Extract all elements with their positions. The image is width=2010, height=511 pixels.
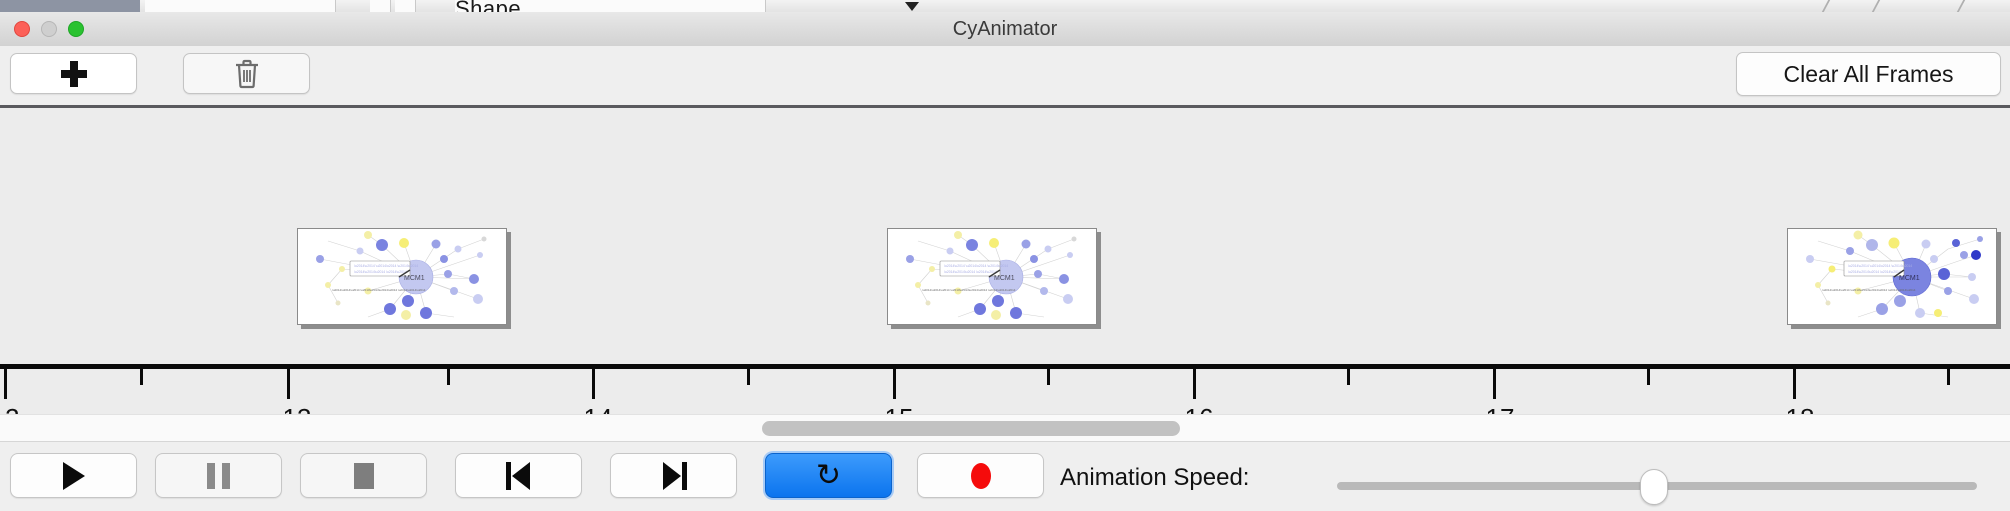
- stop-icon: [353, 462, 374, 489]
- axis-tick-minor: [1347, 369, 1350, 385]
- axis-label-14: 14: [584, 403, 613, 414]
- background-selected-tab: [0, 0, 140, 12]
- playback-control-bar: ↻ Animation Speed:: [0, 441, 2010, 511]
- zoom-button[interactable]: [68, 21, 84, 37]
- background-window-label: Shape: [455, 0, 522, 13]
- background-tab: [145, 0, 336, 12]
- background-divider: [1871, 0, 1903, 12]
- axis-tick-major: [287, 369, 290, 399]
- timeline-frame-thumbnail[interactable]: \u2014\u2014 \u2014\u2014 \u2014\u2014 \…: [887, 228, 1097, 325]
- timeline-frame-thumbnail[interactable]: \u2014\u2014 \u2014\u2014 \u2014\u2014 \…: [297, 228, 507, 325]
- skip-forward-icon: [659, 461, 689, 490]
- record-icon: [970, 462, 991, 489]
- traffic-light-group: [14, 21, 84, 37]
- network-preview: \u2014\u2014 \u2014\u2014 \u2014\u2014 \…: [316, 231, 487, 320]
- axis-tick-minor: [1947, 369, 1950, 385]
- play-button[interactable]: [10, 453, 137, 498]
- skip-back-icon: [504, 461, 534, 490]
- axis-label-18: 18: [1786, 403, 1815, 414]
- background-window-strip: Shape: [0, 0, 2010, 13]
- background-tab: [395, 0, 416, 12]
- clear-all-frames-label: Clear All Frames: [1783, 60, 1954, 87]
- axis-tick-major: [592, 369, 595, 399]
- title-bar[interactable]: CyAnimator: [0, 12, 2010, 47]
- timeline-axis: [0, 364, 2010, 369]
- axis-tick-major: [4, 369, 7, 399]
- add-frame-button[interactable]: [10, 53, 137, 94]
- svg-text:\u2014\u2014 \u2014\u2014 \u20: \u2014\u2014 \u2014\u2014 \u2014\u2014: [354, 264, 418, 268]
- skip-back-button[interactable]: [455, 453, 582, 498]
- svg-text:\u2014\u2014 \u2014\u2014 \u20: \u2014\u2014 \u2014\u2014 \u2014\u2014: [944, 264, 1008, 268]
- axis-label-16: 16: [1185, 403, 1214, 414]
- pause-button[interactable]: [155, 453, 282, 498]
- axis-tick-major: [1493, 369, 1496, 399]
- svg-text:\u2014\u2014\u2014 \u2014\u201: \u2014\u2014\u2014 \u2014\u2014\u2014\u2…: [332, 288, 426, 292]
- record-button[interactable]: [917, 453, 1044, 498]
- background-divider: [1821, 0, 1853, 12]
- play-icon: [62, 461, 85, 490]
- svg-text:\u2014\u2014\u2014 \u2014\u201: \u2014\u2014\u2014 \u2014\u2014: [354, 270, 407, 274]
- axis-tick-minor: [447, 369, 450, 385]
- frame-toolbar: Clear All Frames: [0, 46, 2010, 108]
- stop-button[interactable]: [300, 453, 427, 498]
- clear-all-frames-button[interactable]: Clear All Frames: [1736, 52, 2001, 96]
- axis-tick-minor: [1647, 369, 1650, 385]
- close-button[interactable]: [14, 21, 30, 37]
- network-preview: \u2014\u2014 \u2014\u2014 \u2014\u2014 \…: [906, 231, 1077, 320]
- axis-label-13: 13: [283, 403, 312, 414]
- loop-button[interactable]: ↻: [765, 453, 892, 498]
- window-title: CyAnimator: [952, 18, 1058, 40]
- axis-tick-major: [893, 369, 896, 399]
- svg-text:\u2014\u2014\u2014 \u2014\u201: \u2014\u2014\u2014 \u2014\u2014\u2014\u2…: [922, 288, 1016, 292]
- background-divider: [1956, 0, 1988, 12]
- pause-icon: [207, 462, 230, 489]
- timeline-frame-thumbnail[interactable]: \u2014\u2014 \u2014\u2014 \u2014\u2014 \…: [1787, 228, 1997, 325]
- timeline-scrollbar[interactable]: [0, 414, 2010, 442]
- loop-icon: ↻: [815, 457, 842, 493]
- axis-label-12: 12: [0, 403, 19, 414]
- timeline-scrollbar-thumb[interactable]: [762, 421, 1180, 436]
- animation-speed-label: Animation Speed:: [1060, 464, 1250, 491]
- axis-tick-major: [1193, 369, 1196, 399]
- svg-text:\u2014\u2014\u2014 \u2014\u201: \u2014\u2014\u2014 \u2014\u2014\u2014\u2…: [1822, 288, 1916, 292]
- skip-forward-button[interactable]: [610, 453, 737, 498]
- axis-tick-minor: [140, 369, 143, 385]
- trash-icon: [235, 59, 258, 88]
- plus-icon: [60, 60, 87, 87]
- axis-label-17: 17: [1486, 403, 1515, 414]
- hub-node-label: MCM1: [994, 275, 1015, 282]
- hub-node-label: MCM1: [404, 275, 425, 282]
- background-tab: [370, 0, 391, 12]
- axis-tick-minor: [747, 369, 750, 385]
- hub-node-label: MCM1: [1899, 275, 1920, 282]
- background-tab: [455, 0, 766, 12]
- axis-label-15: 15: [885, 403, 914, 414]
- animation-speed-slider-thumb[interactable]: [1640, 469, 1668, 505]
- delete-frame-button[interactable]: [183, 53, 310, 94]
- axis-tick-major: [1793, 369, 1796, 399]
- timeline-panel[interactable]: \u2014\u2014 \u2014\u2014 \u2014\u2014 \…: [0, 111, 2010, 414]
- axis-tick-minor: [1047, 369, 1050, 385]
- svg-text:\u2014\u2014\u2014 \u2014\u201: \u2014\u2014\u2014 \u2014\u2014: [1848, 270, 1901, 274]
- background-caret-icon: [905, 2, 919, 11]
- svg-text:\u2014\u2014 \u2014\u2014 \u20: \u2014\u2014 \u2014\u2014 \u2014\u2014: [1848, 264, 1912, 268]
- minimize-button[interactable]: [41, 21, 57, 37]
- network-preview: \u2014\u2014 \u2014\u2014 \u2014\u2014 \…: [1806, 230, 1983, 318]
- animation-speed-slider[interactable]: [1337, 469, 1977, 505]
- svg-text:\u2014\u2014\u2014 \u2014\u201: \u2014\u2014\u2014 \u2014\u2014: [944, 270, 997, 274]
